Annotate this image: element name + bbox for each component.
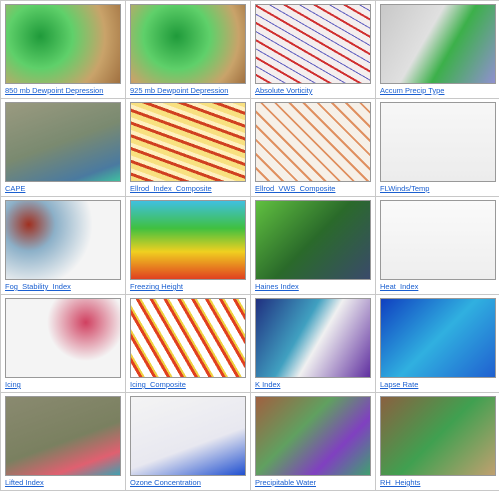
thumbnail-link[interactable]: Precipitable Water xyxy=(255,478,316,487)
thumbnail-image[interactable] xyxy=(130,102,246,182)
thumbnail-link[interactable]: Ellrod_Index_Composite xyxy=(130,184,212,193)
thumbnail-cell: CAPE xyxy=(1,99,125,196)
thumbnail-cell: Ozone Concentration xyxy=(126,393,250,490)
thumbnail-link[interactable]: Haines Index xyxy=(255,282,299,291)
thumbnail-link[interactable]: Ozone Concentration xyxy=(130,478,201,487)
thumbnail-image[interactable] xyxy=(255,298,371,378)
thumbnail-cell: Accum Precip Type xyxy=(376,1,500,98)
thumbnail-image[interactable] xyxy=(255,200,371,280)
thumbnail-link[interactable]: K Index xyxy=(255,380,281,389)
thumbnail-link[interactable]: Lifted Index xyxy=(5,478,44,487)
thumbnail-image[interactable] xyxy=(130,200,246,280)
thumbnail-cell: Icing_Composite xyxy=(126,295,250,392)
thumbnail-link[interactable]: Ellrod_VWS_Composite xyxy=(255,184,336,193)
thumbnail-cell: Fog_Stability_Index xyxy=(1,197,125,294)
thumbnail-cell: Ellrod_Index_Composite xyxy=(126,99,250,196)
thumbnail-image[interactable] xyxy=(5,298,121,378)
thumbnail-cell: Precipitable Water xyxy=(251,393,375,490)
thumbnail-image[interactable] xyxy=(5,200,121,280)
thumbnail-image[interactable] xyxy=(380,298,496,378)
thumbnail-link[interactable]: Absolute Vorticity xyxy=(255,86,313,95)
thumbnail-image[interactable] xyxy=(130,396,246,476)
thumbnail-cell: 925 mb Dewpoint Depression xyxy=(126,1,250,98)
thumbnail-link[interactable]: Heat_Index xyxy=(380,282,419,291)
thumbnail-image[interactable] xyxy=(380,396,496,476)
thumbnail-link[interactable]: FLWinds/Temp xyxy=(380,184,430,193)
thumbnail-image[interactable] xyxy=(5,102,121,182)
thumbnail-cell: Icing xyxy=(1,295,125,392)
thumbnail-link[interactable]: Accum Precip Type xyxy=(380,86,445,95)
thumbnail-cell: Heat_Index xyxy=(376,197,500,294)
thumbnail-cell: Absolute Vorticity xyxy=(251,1,375,98)
thumbnail-cell: Lifted Index xyxy=(1,393,125,490)
thumbnail-link[interactable]: RH_Heights xyxy=(380,478,421,487)
thumbnail-link[interactable]: Icing_Composite xyxy=(130,380,186,389)
thumbnail-image[interactable] xyxy=(380,4,496,84)
thumbnail-image[interactable] xyxy=(255,4,371,84)
thumbnail-cell: RH_Heights xyxy=(376,393,500,490)
thumbnail-image[interactable] xyxy=(5,396,121,476)
thumbnail-cell: Haines Index xyxy=(251,197,375,294)
thumbnail-image[interactable] xyxy=(5,4,121,84)
thumbnail-cell: Ellrod_VWS_Composite xyxy=(251,99,375,196)
thumbnail-image[interactable] xyxy=(255,102,371,182)
thumbnail-image[interactable] xyxy=(130,298,246,378)
thumbnail-link[interactable]: 925 mb Dewpoint Depression xyxy=(130,86,229,95)
thumbnail-link[interactable]: CAPE xyxy=(5,184,26,193)
thumbnail-image[interactable] xyxy=(130,4,246,84)
thumbnail-link[interactable]: 850 mb Dewpoint Depression xyxy=(5,86,104,95)
thumbnail-image[interactable] xyxy=(380,102,496,182)
thumbnail-cell: FLWinds/Temp xyxy=(376,99,500,196)
thumbnail-link[interactable]: Fog_Stability_Index xyxy=(5,282,71,291)
thumbnail-link[interactable]: Lapse Rate xyxy=(380,380,419,389)
thumbnail-image[interactable] xyxy=(380,200,496,280)
thumbnail-cell: 850 mb Dewpoint Depression xyxy=(1,1,125,98)
thumbnail-link[interactable]: Freezing Height xyxy=(130,282,183,291)
thumbnail-link[interactable]: Icing xyxy=(5,380,21,389)
thumbnail-cell: K Index xyxy=(251,295,375,392)
thumbnail-image[interactable] xyxy=(255,396,371,476)
thumbnail-cell: Freezing Height xyxy=(126,197,250,294)
thumbnail-cell: Lapse Rate xyxy=(376,295,500,392)
